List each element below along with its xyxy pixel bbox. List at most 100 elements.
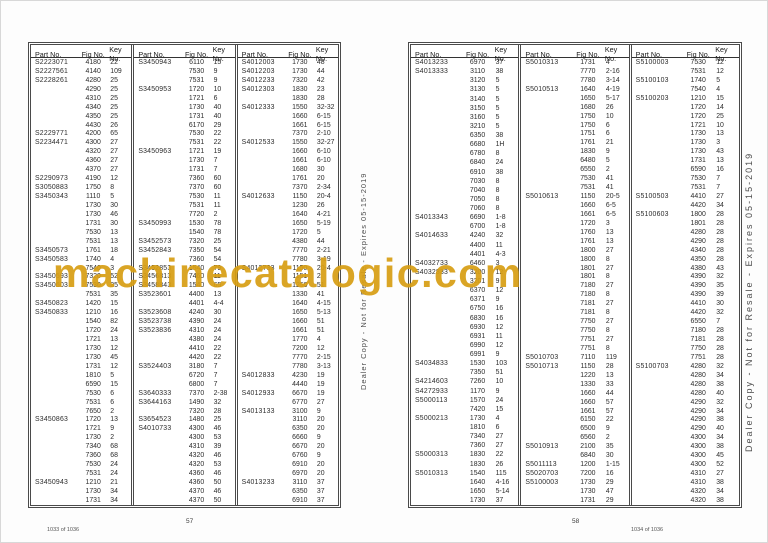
table-row: 1660 6-15	[238, 112, 338, 121]
table-row: 1730 34	[31, 487, 131, 496]
fig-cell: 1540	[469, 469, 486, 477]
key-cell: 3	[110, 264, 115, 272]
table-row: 6970 20	[238, 469, 338, 478]
fig-cell: 1540	[188, 228, 205, 236]
table-row: S5010313 1731 4	[521, 58, 628, 67]
fig-cell: 7770	[292, 246, 308, 254]
key-cell: 115	[495, 469, 507, 477]
table-row: 6500 9	[521, 424, 628, 433]
table-row: 7540 3	[31, 264, 131, 273]
table-row: S4012303 1830 23	[238, 85, 338, 94]
table-row: 7030 8	[411, 177, 518, 186]
key-cell: 24	[495, 396, 504, 404]
part-cell: S4012633	[241, 193, 275, 201]
table-row: 1731 13	[632, 156, 739, 165]
table-row: 6840 30	[521, 451, 628, 460]
table-row: 7050 8	[411, 195, 518, 204]
table-row: 6660 9	[238, 433, 338, 442]
key-cell: 33	[605, 380, 614, 388]
table-row: 6590 15	[31, 380, 131, 389]
fig-cell: 3100	[292, 407, 308, 415]
key-cell: 27	[110, 148, 118, 156]
table-row: 7531 7	[632, 183, 739, 192]
key-cell: 44	[316, 237, 325, 245]
key-cell: 13	[605, 228, 614, 236]
fig-cell: 7750	[580, 318, 596, 326]
table-row: 1720 24	[31, 326, 131, 335]
fig-no-header: Fig No.	[576, 49, 600, 59]
fig-cell: 1750	[580, 121, 596, 129]
part-no-header: Part No.	[138, 49, 165, 59]
fig-cell: 4310	[690, 470, 706, 478]
key-cell: 34	[716, 201, 724, 209]
table-row: S4012003 1730 48	[238, 58, 338, 67]
table-row: 4300 52	[632, 460, 739, 469]
key-cell: 40	[213, 103, 222, 111]
key-cell: 44	[316, 67, 325, 75]
part-cell: S2228261	[35, 76, 69, 84]
fig-cell: 6760	[292, 452, 308, 460]
fig-cell: 3180	[188, 362, 205, 370]
table-row: 4360 50	[134, 478, 234, 487]
fig-cell: 1540	[188, 282, 205, 290]
fig-cell: 4360	[85, 157, 101, 165]
fig-cell: 1720	[292, 228, 308, 236]
fig-cell: 4380	[188, 336, 205, 344]
key-cell: 4	[316, 336, 321, 344]
key-cell: 8	[495, 186, 500, 194]
table-row: S3452843 7350 54	[134, 246, 234, 255]
column-header: Part No. Fig No. Key No.	[31, 45, 132, 63]
fig-cell: 7360	[188, 255, 205, 263]
table-row: 7530 6	[31, 389, 131, 398]
key-cell: 13	[605, 371, 614, 379]
fig-cell: 6840	[580, 452, 596, 460]
key-cell: 25	[213, 237, 222, 245]
key-cell: 25	[110, 85, 118, 93]
key-cell: 27	[605, 264, 614, 272]
table-row: 1640 4-21	[238, 210, 338, 219]
key-cell: 28	[716, 255, 724, 263]
key-cell: 13	[110, 237, 118, 245]
fig-cell: 7770	[292, 353, 308, 361]
table-row: 6150 22	[521, 416, 628, 425]
fig-cell: 1730	[690, 148, 706, 156]
table-row: S3452573 7320 25	[134, 237, 234, 246]
table-row: 4401 4-3	[411, 250, 518, 259]
key-cell: 28	[716, 336, 724, 344]
key-cell: 3	[716, 139, 721, 147]
fig-cell: 4400	[469, 241, 486, 249]
table-row: 4310 27	[632, 469, 739, 478]
parts-rows: S3450943 6110 15 7530 9 7531 9 S3450953 1720 10 17…	[134, 58, 234, 505]
table-row: S4032833 3200 12	[411, 268, 518, 277]
part-cell: S4012733	[241, 264, 275, 272]
table-row: 7531 6	[31, 398, 131, 407]
key-cell: 15	[213, 58, 222, 66]
fig-cell: 1110	[86, 193, 101, 201]
key-cell: 10	[716, 121, 724, 129]
table-row: 4320 46	[134, 451, 234, 460]
key-cell: 24	[495, 159, 504, 167]
key-cell: 6	[110, 389, 115, 397]
key-cell: 12	[110, 175, 118, 183]
table-row: 1760 13	[521, 228, 628, 237]
fig-cell: 6910	[469, 168, 486, 176]
fig-cell: 1660	[580, 398, 596, 406]
table-row: 1220 13	[521, 371, 628, 380]
key-cell: 8	[605, 309, 610, 317]
table-row: 4320 38	[632, 496, 739, 505]
key-cell: 9	[213, 67, 218, 75]
fig-cell: 7531	[85, 291, 101, 299]
key-cell: 7	[716, 318, 721, 326]
table-row: 4360 46	[134, 469, 234, 478]
part-cell: S5010613	[525, 193, 559, 201]
table-row: 7531 22	[134, 138, 234, 147]
key-cell: 25	[110, 112, 118, 120]
parts-column-2: Part No. Fig No. Key No. S3450943 6110 15 7…	[131, 45, 235, 505]
key-cell: 28	[716, 219, 724, 227]
key-cell: 4	[716, 85, 721, 93]
fig-cell: 7751	[580, 336, 596, 344]
table-row: 1640 4-15	[238, 299, 338, 308]
part-cell: S3450943	[138, 58, 172, 66]
fig-cell: 1761	[292, 175, 308, 183]
table-row: 4280 38	[632, 380, 739, 389]
